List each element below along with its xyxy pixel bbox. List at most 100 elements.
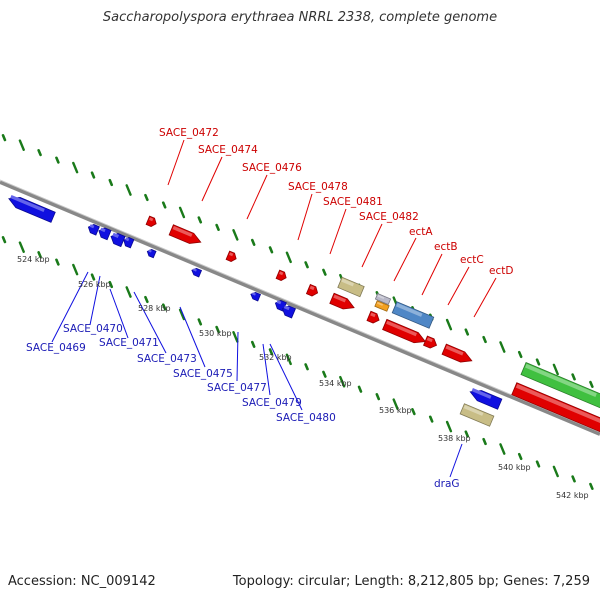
forward-leader-line xyxy=(329,208,347,255)
reverse-gene xyxy=(469,388,503,410)
forward-leader-line xyxy=(361,223,383,268)
forward-gene xyxy=(225,250,237,262)
reverse-tick-row-tick xyxy=(445,420,453,433)
reverse-gene-label: SACE_0469 xyxy=(26,342,86,354)
forward-gene-label: ectD xyxy=(489,265,513,277)
kbp-label: 540 kbp xyxy=(498,463,531,472)
reverse-tick-row-tick xyxy=(1,236,7,244)
kbp-label: 536 kbp xyxy=(379,406,412,415)
forward-gene-label: SACE_0482 xyxy=(359,211,419,223)
misc-feature xyxy=(374,300,390,312)
gene-features xyxy=(8,194,600,434)
large-feature xyxy=(520,362,600,410)
forward-tick-row-tick xyxy=(18,139,25,151)
reverse-tick-row-tick xyxy=(37,251,42,259)
reverse-tick-row-tick xyxy=(215,325,220,333)
forward-gene-label: ectB xyxy=(434,241,458,253)
reverse-gene xyxy=(87,224,100,236)
reverse-gene-label: SACE_0479 xyxy=(242,397,302,409)
kbp-label: 532 kbp xyxy=(259,353,292,362)
reverse-gene xyxy=(250,291,262,302)
reverse-leader-line xyxy=(179,306,206,368)
topology-text: Topology: circular; Length: 8,212,805 bp… xyxy=(232,574,590,589)
forward-tick-row-tick xyxy=(90,171,96,179)
reverse-tick-row-tick xyxy=(108,280,114,289)
forward-tick-row-tick xyxy=(304,261,309,269)
reverse-tick-row-tick xyxy=(144,295,149,304)
forward-gene xyxy=(168,224,202,244)
reverse-tick-row-tick xyxy=(392,398,399,410)
forward-tick-row-tick xyxy=(37,149,42,157)
kbp-label: 538 kbp xyxy=(438,434,471,443)
forward-tick-row-tick xyxy=(215,223,220,231)
kbp-label: 542 kbp xyxy=(556,491,589,500)
reverse-tick-row-tick xyxy=(482,437,487,446)
reverse-tick-row-tick xyxy=(552,465,559,478)
reverse-leader-line xyxy=(236,331,239,382)
reverse-tick-row-tick xyxy=(232,331,239,343)
reverse-leader-line xyxy=(51,271,89,343)
forward-leader-line xyxy=(473,277,497,318)
forward-tick-row-tick xyxy=(535,358,541,366)
reverse-tick-row-tick xyxy=(357,385,363,393)
forward-tick-row-tick xyxy=(517,350,523,359)
forward-tick-row-tick xyxy=(445,318,453,331)
kbp-label: 526 kbp xyxy=(78,280,111,289)
reverse-tick-row-tick xyxy=(304,363,309,371)
forward-tick-row-tick xyxy=(482,335,487,344)
reverse-gene xyxy=(191,267,203,278)
forward-gene-label: SACE_0476 xyxy=(242,162,302,174)
forward-gene-label: SACE_0478 xyxy=(288,181,348,193)
reverse-tick-row-tick xyxy=(411,408,416,416)
forward-gene-label: SACE_0481 xyxy=(323,196,383,208)
forward-tick-row-tick xyxy=(197,216,203,224)
reverse-leader-line xyxy=(109,288,129,339)
reverse-tick-row-tick xyxy=(464,430,470,438)
reverse-tick-row-tick xyxy=(178,308,186,321)
reverse-leader-line xyxy=(262,343,271,396)
reverse-tick-row-tick xyxy=(375,393,381,401)
forward-tick-row-tick xyxy=(268,246,274,254)
forward-tick-row-tick xyxy=(72,161,79,174)
forward-tick-row-tick xyxy=(571,373,576,381)
reverse-tick-row-tick xyxy=(268,348,274,356)
reverse-tick-row-tick xyxy=(535,460,541,468)
forward-leader-line xyxy=(447,266,470,306)
kbp-label: 534 kbp xyxy=(319,379,352,388)
reverse-tick-row-tick xyxy=(90,273,96,281)
misc-feature xyxy=(337,276,365,298)
reverse-tick-row-tick xyxy=(517,452,523,461)
kbp-label: 530 kbp xyxy=(199,329,232,338)
reverse-tick-row-tick xyxy=(322,370,327,378)
forward-gene xyxy=(275,269,287,281)
reverse-tick-row-tick xyxy=(55,258,60,266)
forward-tick-row-tick xyxy=(1,134,7,142)
forward-gene-label: SACE_0474 xyxy=(198,144,258,156)
forward-leader-line xyxy=(297,193,313,241)
accession-text: Accession: NC_009142 xyxy=(8,574,156,589)
label-leader-lines xyxy=(51,139,497,478)
reverse-gene-label: SACE_0473 xyxy=(137,353,197,365)
forward-gene xyxy=(441,343,473,363)
reverse-leader-line xyxy=(449,443,463,478)
forward-tick-row-tick xyxy=(144,193,149,202)
reverse-gene-label: SACE_0471 xyxy=(99,337,159,349)
gene-labels: SACE_0472 SACE_0474 SACE_0476 SACE_0478 SACE… xyxy=(17,127,589,500)
reverse-gene-label: SACE_0475 xyxy=(173,368,233,380)
forward-tick-row-tick xyxy=(285,251,292,264)
reverse-gene-label: SACE_0480 xyxy=(276,412,336,424)
reverse-tick-row-tick xyxy=(571,475,576,483)
reverse-tick-row-tick xyxy=(197,318,203,326)
reverse-gene xyxy=(146,249,157,259)
forward-gene xyxy=(366,310,380,324)
forward-tick-row-tick xyxy=(589,380,594,388)
reverse-tick-row-tick xyxy=(161,303,167,311)
reverse-leader-line xyxy=(89,275,101,326)
reverse-gene xyxy=(8,194,56,223)
reverse-gene xyxy=(98,227,112,241)
forward-tick-row-tick xyxy=(55,156,60,164)
forward-leader-line xyxy=(246,174,268,220)
reverse-gene xyxy=(281,305,296,319)
genome-backbone xyxy=(0,179,600,436)
reverse-tick-row-tick xyxy=(18,241,25,253)
